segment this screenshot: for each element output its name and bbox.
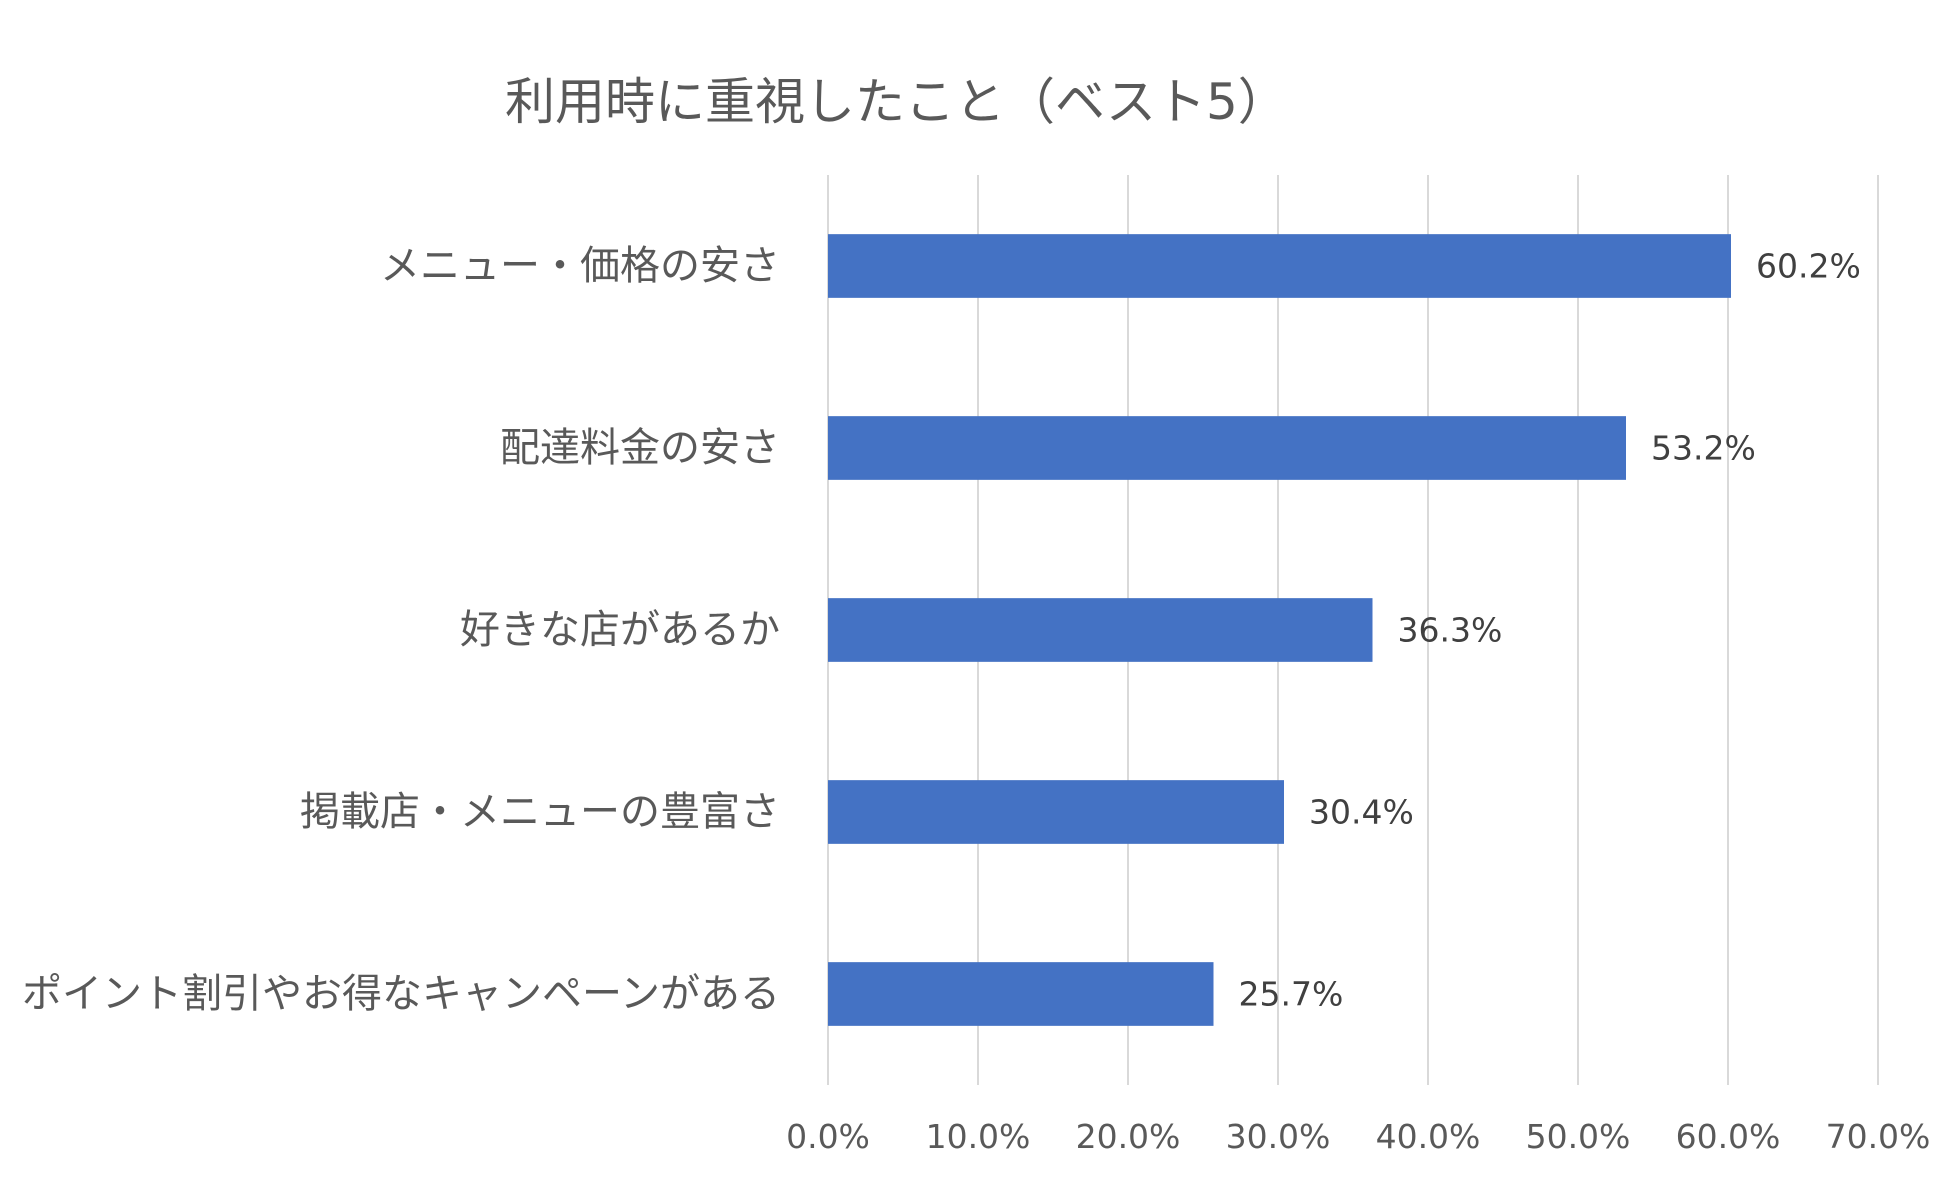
- category-label: ポイント割引やお得なキャンペーンがある: [22, 971, 780, 1017]
- category-label: 好きな店があるか: [460, 607, 780, 653]
- axis-tick-labels: 0.0% 10.0% 20.0% 30.0% 40.0% 50.0% 60.0% 70.0%: [786, 1117, 1930, 1156]
- x-tick-label: 40.0%: [1376, 1117, 1481, 1156]
- data-label: 30.4%: [1309, 793, 1414, 832]
- bars: [828, 234, 1731, 1026]
- category-label: 掲載店・メニューの豊富さ: [300, 789, 780, 835]
- bar: [828, 780, 1284, 844]
- x-tick-label: 20.0%: [1076, 1117, 1181, 1156]
- data-label: 53.2%: [1651, 429, 1756, 468]
- category-labels: メニュー・価格の安さ配達料金の安さ好きな店があるか掲載店・メニューの豊富さポイン…: [22, 243, 780, 1017]
- x-tick-label: 10.0%: [926, 1117, 1031, 1156]
- x-tick-label: 0.0%: [786, 1117, 870, 1156]
- data-label: 60.2%: [1756, 247, 1861, 286]
- category-label: メニュー・価格の安さ: [380, 243, 780, 289]
- x-tick-label: 50.0%: [1526, 1117, 1631, 1156]
- data-label: 36.3%: [1398, 611, 1503, 650]
- x-tick-label: 70.0%: [1826, 1117, 1931, 1156]
- category-label: 配達料金の安さ: [500, 425, 780, 471]
- data-label: 25.7%: [1239, 975, 1344, 1014]
- chart-title: 利用時に重視したこと（ベスト5）: [505, 73, 1288, 131]
- x-tick-label: 30.0%: [1226, 1117, 1331, 1156]
- value-labels: 60.2% 53.2% 36.3% 30.4% 25.7%: [1239, 247, 1861, 1014]
- bar: [828, 234, 1731, 298]
- bar: [828, 416, 1626, 480]
- bar: [828, 962, 1214, 1026]
- bar: [828, 598, 1373, 662]
- x-tick-label: 60.0%: [1676, 1117, 1781, 1156]
